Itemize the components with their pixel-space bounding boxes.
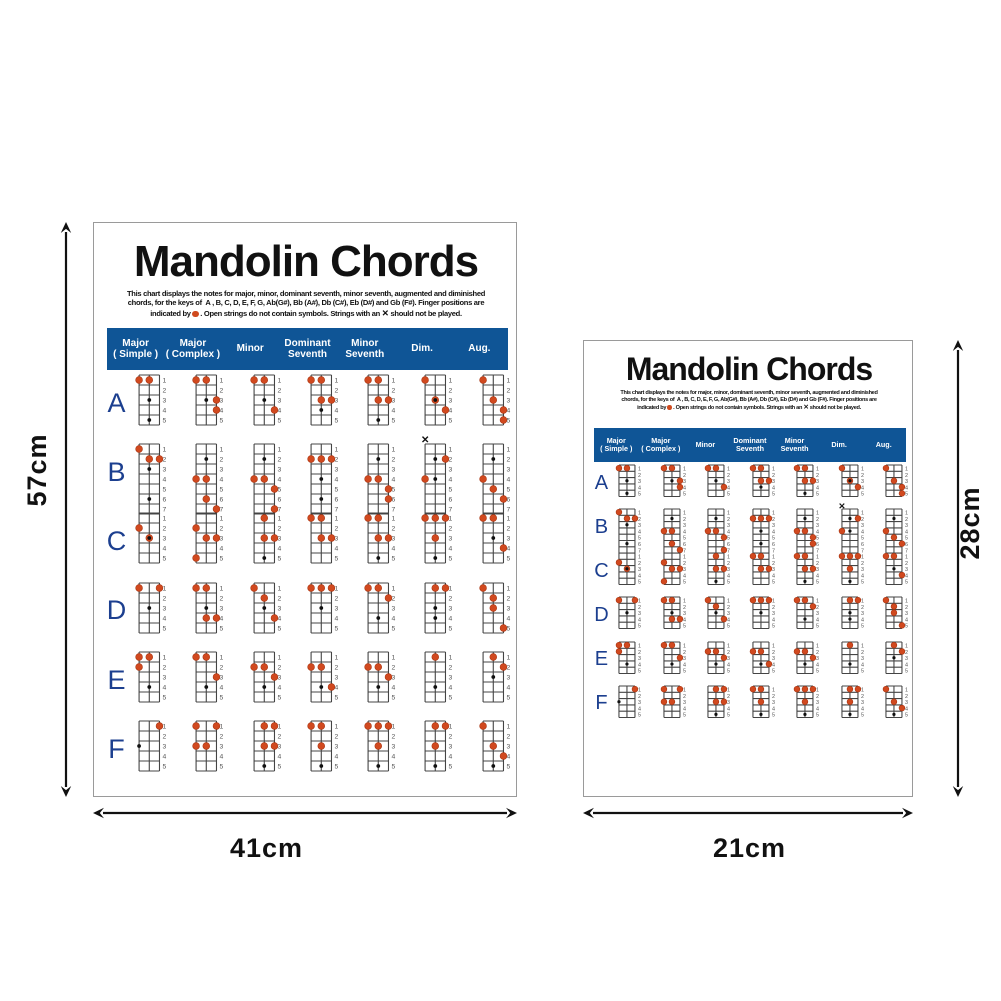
svg-text:5: 5 [905,492,908,498]
svg-text:1: 1 [506,516,510,523]
svg-text:2: 2 [506,456,510,463]
svg-text:3: 3 [506,674,510,681]
svg-text:2: 2 [506,387,510,394]
svg-text:2: 2 [905,473,908,479]
svg-text:4: 4 [506,615,510,622]
svg-text:4: 4 [506,684,510,691]
svg-text:3: 3 [905,567,908,573]
svg-text:5: 5 [506,556,510,563]
svg-text:1: 1 [905,687,908,693]
svg-text:3: 3 [905,656,908,662]
svg-text:3: 3 [506,536,510,543]
svg-text:5: 5 [506,694,510,701]
svg-text:2: 2 [506,526,510,533]
svg-text:1: 1 [905,643,908,649]
svg-text:3: 3 [905,479,908,485]
svg-text:2: 2 [905,605,908,611]
svg-text:5: 5 [905,668,908,674]
svg-text:4: 4 [905,706,908,712]
svg-text:1: 1 [506,585,510,592]
svg-text:2: 2 [905,694,908,700]
svg-text:4: 4 [905,574,908,580]
svg-text:5: 5 [905,712,908,718]
svg-text:3: 3 [506,743,510,750]
svg-text:3: 3 [905,612,908,618]
svg-text:4: 4 [905,618,908,624]
svg-text:4: 4 [905,485,908,491]
svg-text:1: 1 [905,555,908,561]
svg-text:5: 5 [506,486,510,493]
svg-text:2: 2 [905,561,908,567]
svg-text:6: 6 [905,542,908,548]
svg-text:1: 1 [506,723,510,730]
svg-text:5: 5 [905,536,908,542]
svg-text:2: 2 [905,517,908,523]
svg-text:5: 5 [905,580,908,586]
svg-text:3: 3 [506,397,510,404]
svg-text:5: 5 [506,763,510,770]
svg-text:4: 4 [905,662,908,668]
svg-text:3: 3 [905,700,908,706]
svg-text:1: 1 [905,466,908,472]
svg-text:2: 2 [506,733,510,740]
svg-text:2: 2 [905,649,908,655]
svg-text:3: 3 [905,523,908,529]
svg-text:✕: ✕ [838,501,845,511]
svg-text:1: 1 [506,377,510,384]
svg-text:✕: ✕ [421,435,429,446]
svg-text:1: 1 [506,654,510,661]
svg-text:1: 1 [905,599,908,605]
svg-text:3: 3 [506,466,510,473]
svg-text:4: 4 [506,476,510,483]
svg-text:1: 1 [506,446,510,453]
svg-text:1: 1 [905,511,908,517]
svg-text:2: 2 [506,595,510,602]
svg-text:3: 3 [506,605,510,612]
svg-text:4: 4 [905,530,908,536]
svg-text:5: 5 [905,624,908,630]
